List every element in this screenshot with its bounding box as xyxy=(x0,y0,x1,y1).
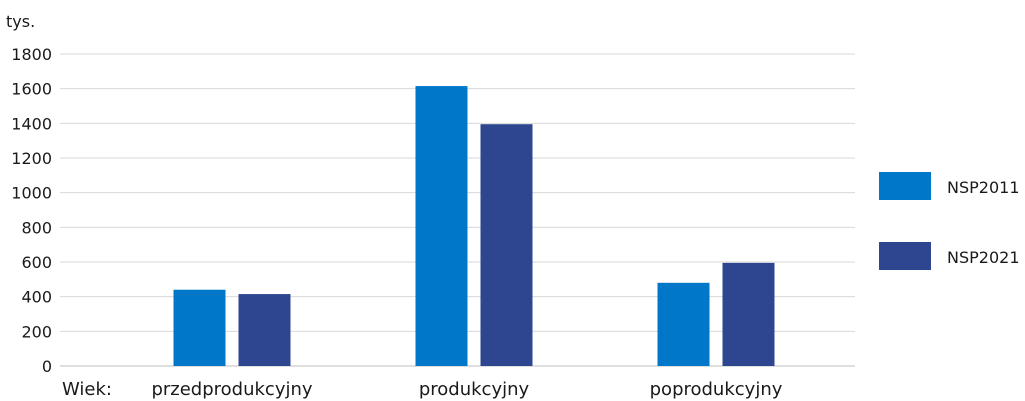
bar-nsp2021-produkcyjny xyxy=(480,124,533,366)
legend-label-nsp2021: NSP2021 xyxy=(947,248,1020,267)
y-tick-label: 200 xyxy=(21,322,52,341)
bar-nsp2021-poprodukcyjny xyxy=(722,262,775,366)
bar-nsp2011-produkcyjny xyxy=(415,86,468,367)
bar-nsp2011-poprodukcyjny xyxy=(657,282,710,366)
y-tick-label: 0 xyxy=(42,357,52,376)
legend-swatch-nsp2021 xyxy=(879,242,931,270)
y-tick-label: 1000 xyxy=(11,184,52,203)
y-tick-label: 1600 xyxy=(11,80,52,99)
y-tick-label: 1800 xyxy=(11,45,52,64)
legend-swatch-nsp2011 xyxy=(879,172,931,200)
bars xyxy=(173,86,775,367)
y-tick-label: 1400 xyxy=(11,114,52,133)
y-tick-label: 800 xyxy=(21,218,52,237)
legend: NSP2011 NSP2021 xyxy=(879,172,1020,270)
x-axis: Wiek: przedprodukcyjny produkcyjny poproduk… xyxy=(62,379,783,400)
y-axis-ticks: 0 200 400 600 800 1000 1200 1400 1600 1800 xyxy=(11,45,52,376)
x-category-label: poprodukcyjny xyxy=(650,379,783,400)
bar-nsp2021-przedprodukcyjny xyxy=(238,294,291,366)
legend-label-nsp2011: NSP2011 xyxy=(947,178,1020,197)
x-axis-prefix-label: Wiek: xyxy=(62,379,112,400)
y-tick-label: 1200 xyxy=(11,149,52,168)
y-tick-label: 600 xyxy=(21,253,52,272)
y-tick-label: 400 xyxy=(21,288,52,307)
x-category-label: produkcyjny xyxy=(419,379,530,400)
y-axis-unit-label: tys. xyxy=(6,12,35,31)
x-category-label: przedprodukcyjny xyxy=(151,379,312,400)
bar-nsp2011-przedprodukcyjny xyxy=(173,289,226,366)
